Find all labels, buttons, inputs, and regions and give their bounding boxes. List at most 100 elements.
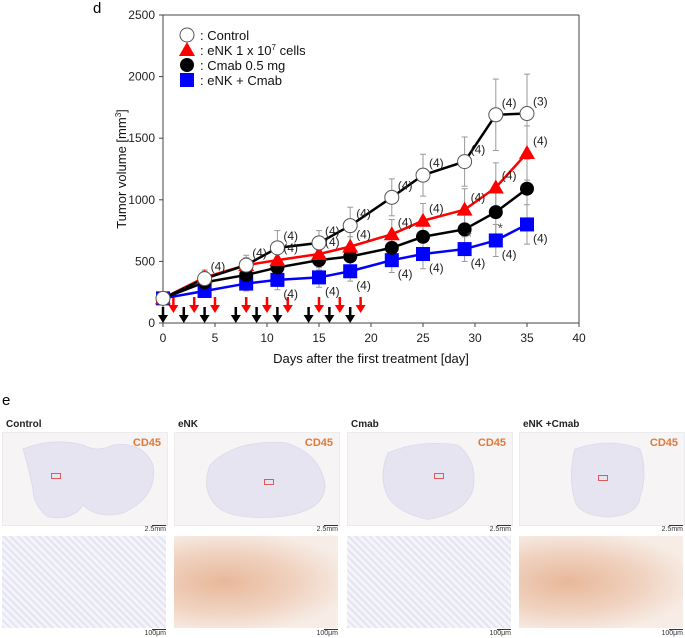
x-tick-label: 35 bbox=[520, 331, 534, 345]
data-point-1 bbox=[383, 226, 400, 241]
n-label: (4) bbox=[325, 235, 340, 249]
ihc-micrograph bbox=[174, 536, 338, 628]
treatment-arrow-black bbox=[345, 315, 356, 323]
data-point-3 bbox=[270, 272, 285, 287]
data-point-2 bbox=[457, 222, 472, 237]
n-label: (4) bbox=[325, 284, 340, 298]
ihc-micrograph bbox=[347, 536, 511, 628]
n-label: (4) bbox=[533, 134, 548, 148]
significance-asterisk: * bbox=[467, 229, 472, 244]
ihc-marker-label: CD45 bbox=[477, 437, 506, 449]
legend-marker-2 bbox=[180, 58, 194, 72]
data-point-2 bbox=[488, 205, 503, 220]
data-point-0 bbox=[415, 167, 431, 183]
tissue-section bbox=[22, 441, 155, 519]
data-point-1 bbox=[487, 179, 504, 194]
legend-label-3: : eNK + Cmab bbox=[200, 73, 282, 88]
y-tick-label: 500 bbox=[135, 254, 155, 268]
ihc-micrograph bbox=[2, 536, 166, 628]
data-point-3 bbox=[312, 270, 326, 285]
ihc-overview-image: CD45 bbox=[2, 432, 168, 526]
treatment-arrow-black bbox=[303, 315, 314, 323]
scale-bar-overview: 2.5mm bbox=[316, 525, 338, 533]
n-label: (4) bbox=[325, 224, 340, 238]
scale-bar-micrograph: 100μm bbox=[316, 629, 338, 637]
panel-d-label: d bbox=[93, 0, 102, 17]
x-tick-label: 0 bbox=[160, 331, 167, 345]
treatment-arrow-red bbox=[189, 305, 200, 313]
n-label: (4) bbox=[398, 215, 413, 229]
ihc-overview-image: CD45 bbox=[174, 432, 340, 526]
region-of-interest-box bbox=[51, 473, 61, 479]
region-of-interest-box bbox=[434, 473, 444, 479]
scale-bar-micrograph: 100μm bbox=[661, 629, 683, 637]
data-point-1 bbox=[415, 212, 431, 227]
n-label: (4) bbox=[429, 261, 444, 275]
data-point-0 bbox=[197, 271, 213, 287]
n-label: (4) bbox=[429, 202, 444, 216]
data-point-2 bbox=[343, 249, 358, 264]
tissue-section bbox=[382, 443, 475, 520]
n-label: (4) bbox=[471, 143, 486, 157]
scale-bar-micrograph: 100μm bbox=[489, 629, 511, 637]
y-axis-label: Tumor volume [mm3] bbox=[114, 109, 129, 229]
n-label: (4) bbox=[471, 256, 486, 270]
legend-marker-1 bbox=[179, 42, 195, 56]
scale-bar-overview: 2.5mm bbox=[144, 525, 166, 533]
x-tick-label: 25 bbox=[416, 331, 430, 345]
y-tick-label: 1500 bbox=[128, 131, 155, 145]
treatment-arrow-red bbox=[314, 305, 324, 313]
treatment-arrow-red bbox=[334, 305, 345, 313]
x-tick-label: 40 bbox=[572, 331, 586, 345]
region-of-interest-box bbox=[264, 479, 274, 485]
data-point-0 bbox=[269, 240, 285, 256]
x-tick-label: 5 bbox=[212, 331, 219, 345]
data-point-1 bbox=[519, 144, 535, 159]
x-axis-label: Days after the first treatment [day] bbox=[273, 351, 469, 366]
data-point-0 bbox=[155, 290, 171, 306]
data-point-3 bbox=[343, 264, 358, 279]
region-of-interest-box bbox=[598, 475, 608, 481]
treatment-arrow-red bbox=[168, 305, 179, 313]
ihc-marker-label: CD45 bbox=[304, 437, 333, 449]
ihc-marker-label: CD45 bbox=[649, 437, 678, 449]
data-point-1 bbox=[456, 201, 473, 216]
n-label: (4) bbox=[211, 260, 226, 274]
treatment-arrow-red bbox=[262, 305, 272, 313]
treatment-arrow-red bbox=[282, 305, 293, 313]
data-point-3 bbox=[457, 242, 472, 257]
x-tick-label: 10 bbox=[260, 331, 274, 345]
legend-marker-0 bbox=[179, 27, 195, 43]
n-label: (4) bbox=[398, 178, 413, 192]
y-tick-label: 2500 bbox=[128, 8, 155, 22]
legend-label-1: : eNK 1 x 107 cells bbox=[200, 43, 306, 58]
data-point-0 bbox=[311, 235, 327, 251]
ihc-overview-image: CD45 bbox=[347, 432, 513, 526]
treatment-arrow-red bbox=[355, 305, 366, 313]
n-label: (4) bbox=[471, 191, 486, 205]
treatment-arrow-black bbox=[178, 315, 189, 323]
treatment-arrow-red bbox=[241, 305, 252, 313]
treatment-arrow-black bbox=[158, 315, 168, 323]
ihc-micrograph bbox=[519, 536, 683, 628]
data-point-2 bbox=[384, 240, 399, 255]
ihc-panel-title: eNK bbox=[178, 419, 199, 430]
treatment-arrow-black bbox=[199, 315, 210, 323]
scale-bar-micrograph: 100μm bbox=[144, 629, 166, 637]
x-tick-label: 20 bbox=[364, 331, 378, 345]
n-label: (4) bbox=[356, 278, 371, 292]
n-label: (4) bbox=[356, 228, 371, 242]
legend-label-2: : Cmab 0.5 mg bbox=[200, 58, 285, 73]
n-label: (4) bbox=[283, 229, 298, 243]
legend-marker-3 bbox=[180, 73, 194, 87]
x-tick-label: 15 bbox=[312, 331, 326, 345]
treatment-arrow-red bbox=[210, 305, 220, 313]
n-label: (4) bbox=[356, 207, 371, 221]
n-label: (4) bbox=[533, 231, 548, 245]
x-tick-label: 30 bbox=[468, 331, 482, 345]
n-label: (4) bbox=[252, 246, 267, 260]
data-point-2 bbox=[520, 181, 534, 196]
data-point-3 bbox=[416, 247, 430, 262]
ihc-panel-title: Cmab bbox=[351, 419, 379, 430]
data-point-0 bbox=[342, 218, 358, 234]
